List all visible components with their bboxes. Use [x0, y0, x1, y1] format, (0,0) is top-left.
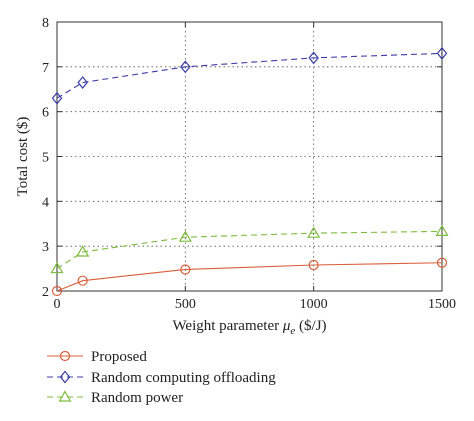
y-axis-label: Total cost ($) — [15, 117, 31, 197]
data-point — [77, 275, 88, 286]
data-point — [180, 60, 191, 74]
y-tick-label: 8 — [42, 16, 49, 31]
data-point — [180, 264, 191, 275]
legend-marker — [59, 370, 71, 384]
x-tick-label: 1500 — [428, 297, 456, 312]
series-1 — [51, 257, 448, 297]
y-tick-label: 3 — [42, 240, 49, 255]
legend-label: Random power — [91, 390, 183, 406]
y-tick-label: 5 — [42, 151, 49, 166]
data-point — [50, 261, 64, 274]
legend: Proposed Random computing offloading Rando… — [47, 349, 276, 406]
data-point — [435, 224, 449, 236]
y-tick-label: 7 — [42, 61, 49, 76]
legend-item: Random power — [47, 390, 183, 406]
plot-area-frame — [56, 21, 443, 292]
series-line — [56, 230, 443, 270]
legend-marker — [59, 350, 71, 362]
series-2 — [51, 46, 448, 105]
legend-item: Proposed — [47, 349, 147, 365]
data-point — [436, 46, 448, 60]
x-tick-label: 0 — [54, 297, 61, 312]
data-point — [77, 76, 88, 89]
data-point — [308, 51, 319, 65]
x-tick-label: 1000 — [300, 297, 328, 312]
legend-item: Random computing offloading — [47, 370, 276, 386]
legend-label: Proposed — [91, 349, 147, 365]
y-tick-label: 6 — [42, 106, 49, 121]
grid — [57, 22, 442, 291]
axis-ticks: 0 500 1000 1500 2 3 4 5 6 7 8 — [42, 16, 456, 312]
series-3 — [50, 224, 449, 274]
x-tick-label: 500 — [175, 297, 196, 312]
series-line — [56, 52, 443, 99]
series-group — [50, 46, 449, 297]
legend-marker — [58, 390, 72, 402]
data-point — [308, 259, 319, 271]
data-point — [307, 226, 321, 238]
data-point — [51, 91, 63, 105]
data-point — [178, 230, 192, 242]
data-point — [436, 257, 448, 268]
legend-label: Random computing offloading — [91, 370, 276, 386]
data-point — [76, 245, 90, 257]
y-tick-label: 4 — [42, 195, 49, 210]
series-line — [56, 262, 443, 292]
y-tick-label: 2 — [42, 285, 49, 300]
data-point — [51, 285, 63, 297]
x-axis-label: Weight parameter μe ($/J) — [172, 318, 326, 337]
